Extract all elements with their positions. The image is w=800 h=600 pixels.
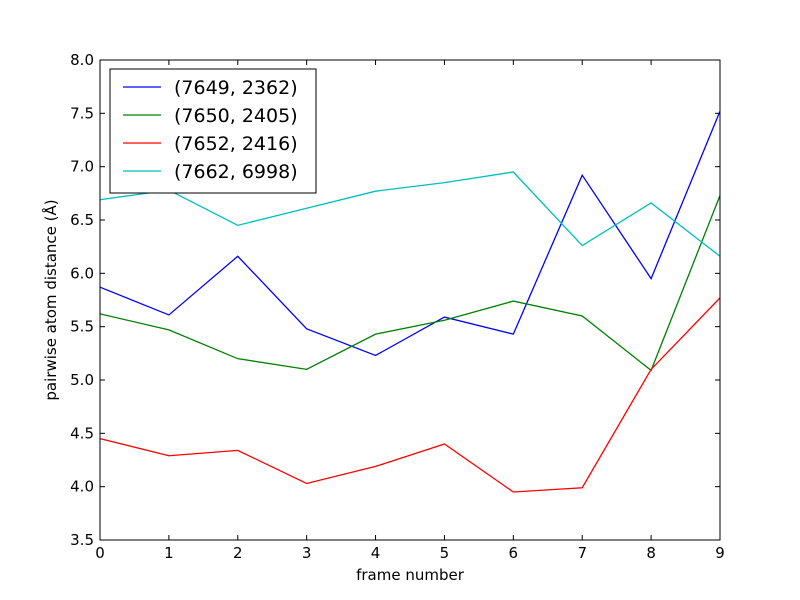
series-line-4 [99, 171, 721, 257]
x-tick-label: 8 [646, 544, 656, 562]
x-axis-title: frame number [356, 566, 465, 584]
legend: (7649, 2362) (7650, 2405) (7652, 2416) (766… [109, 68, 317, 194]
y-tick-label: 4.0 [70, 478, 94, 496]
y-tick-label: 5.0 [70, 371, 94, 389]
x-tick-label: 2 [233, 544, 243, 562]
y-tick-label: 7.0 [70, 158, 94, 176]
x-tick-label: 1 [164, 544, 174, 562]
y-tick-label: 5.5 [70, 318, 94, 336]
series-line-1 [99, 110, 721, 357]
y-tick-label: 8.0 [70, 51, 94, 69]
x-tick-label: 6 [509, 544, 519, 562]
x-tick-label: 5 [440, 544, 450, 562]
x-tick-label: 9 [715, 544, 725, 562]
y-axis-title: pairwise atom distance (Å) [41, 199, 60, 400]
series-layer [99, 110, 721, 493]
x-tick-label: 4 [371, 544, 381, 562]
y-tick-label: 3.5 [70, 531, 94, 549]
legend-label-2: (7650, 2405) [174, 105, 298, 127]
x-tick-label: 3 [302, 544, 312, 562]
plot-frame [99, 59, 721, 541]
legend-label-3: (7652, 2416) [174, 133, 298, 155]
legend-label-4: (7662, 6998) [174, 161, 298, 183]
y-tick-label: 4.5 [70, 424, 94, 442]
legend-label-1: (7649, 2362) [174, 77, 298, 99]
y-tick-label: 6.0 [70, 264, 94, 282]
x-tick-label: 7 [577, 544, 587, 562]
series-line-3 [99, 297, 721, 493]
ticks-layer: 0 1 2 3 4 5 6 7 8 9 3.5 4.0 4.5 5.0 5.5 6.0 6.5 7.0 7.5 8.0 [70, 51, 725, 562]
legend-box [109, 68, 317, 194]
y-tick-label: 7.5 [70, 104, 94, 122]
x-tick-label: 0 [95, 544, 105, 562]
series-line-2 [99, 195, 721, 372]
y-tick-label: 6.5 [70, 211, 94, 229]
